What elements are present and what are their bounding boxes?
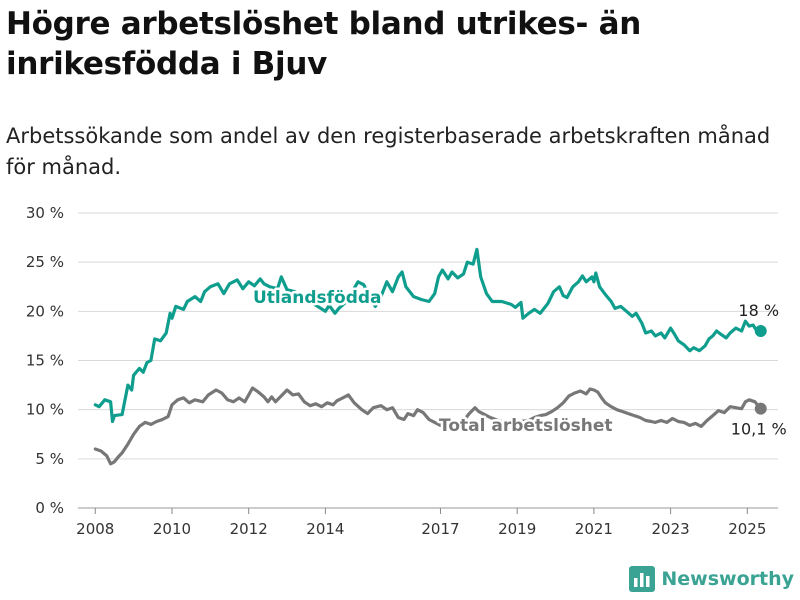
series-name-label: Total arbetslöshet <box>439 416 613 436</box>
y-tick-label: 10 % <box>26 401 64 419</box>
series-end-label: 10,1 % <box>731 420 787 439</box>
series-end-marker <box>754 325 767 337</box>
series-name-label: Utlandsfödda <box>253 288 382 308</box>
x-tick-label: 2012 <box>230 520 268 538</box>
series-end-marker <box>754 402 767 415</box>
x-tick-label: 2017 <box>421 520 459 538</box>
x-tick-label: 2021 <box>575 520 613 538</box>
grid-layer <box>78 212 778 509</box>
series-lines <box>93 247 767 466</box>
x-axis: 2008 2010 2012 2014 2017 2019 2021 2023 2025 <box>76 508 766 538</box>
brand-logo: Newsworthy <box>629 566 794 592</box>
x-tick-label: 2008 <box>76 520 114 538</box>
brand-name: Newsworthy <box>661 568 794 590</box>
x-tick-label: 2010 <box>153 520 191 538</box>
y-tick-label: 20 % <box>26 302 64 320</box>
x-tick-label: 2023 <box>652 520 690 538</box>
series-line <box>93 247 763 424</box>
y-tick-label: 25 % <box>26 253 64 271</box>
y-tick-label: 0 % <box>35 499 64 517</box>
x-tick-label: 2025 <box>728 520 766 538</box>
y-tick-label: 30 % <box>26 204 64 222</box>
x-tick-label: 2014 <box>306 520 344 538</box>
y-tick-label: 5 % <box>35 450 64 468</box>
series-labels: 18 % 10,1 % Utlandsfödda Total arbetslöshet <box>251 286 787 439</box>
series-end-label: 18 % <box>738 301 779 320</box>
y-axis-labels: 0 % 5 % 10 % 15 % 20 % 25 % 30 % <box>26 204 64 517</box>
chart-subtitle: Arbetssökande som andel av den registerb… <box>6 124 771 179</box>
chart-title: Högre arbetslöshet bland utrikes- än inr… <box>6 6 642 82</box>
bar-chart-logo-icon <box>629 566 656 592</box>
y-tick-label: 15 % <box>26 352 64 370</box>
x-tick-label: 2019 <box>498 520 536 538</box>
series-line <box>93 386 763 466</box>
